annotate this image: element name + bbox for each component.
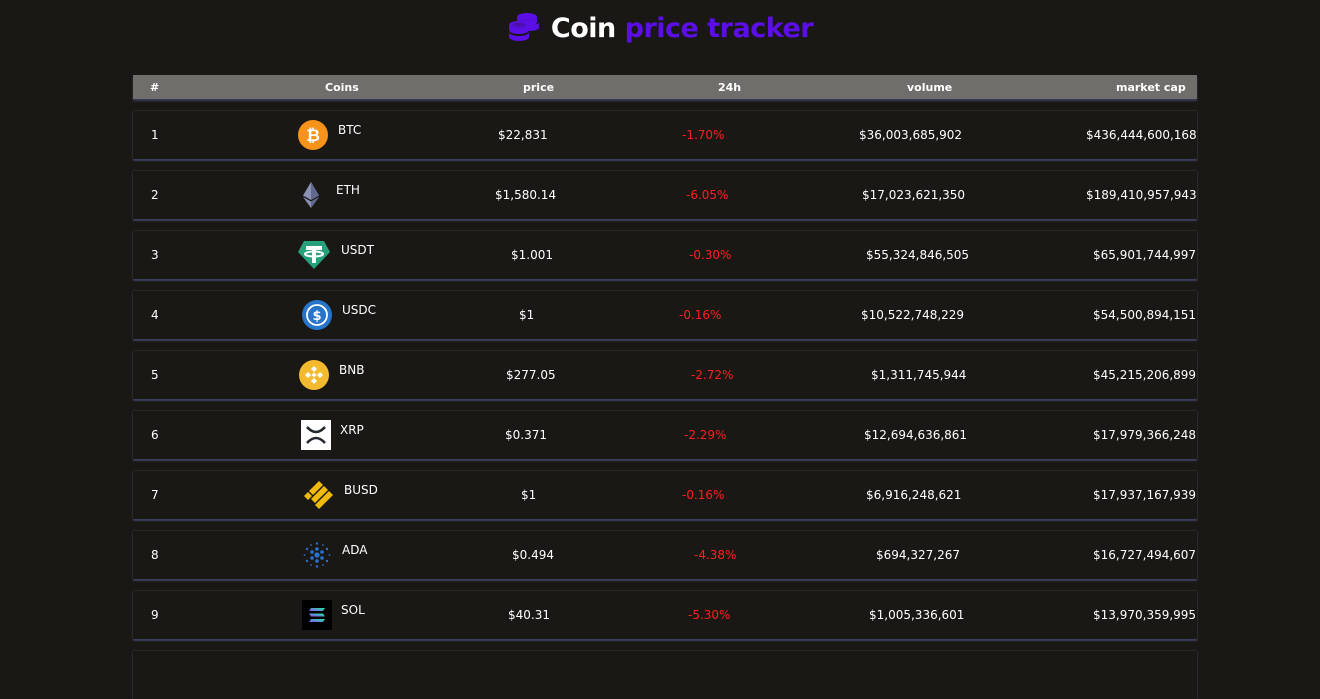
tether-icon: [298, 241, 330, 269]
usdc-icon: $: [302, 300, 332, 330]
coin-volume: $1,005,336,601: [869, 608, 965, 622]
coin-price: $1: [521, 488, 537, 502]
coin-price: $0.371: [505, 428, 547, 442]
coin-symbol: XRP: [340, 423, 364, 437]
coin-market-cap: $189,410,957,943: [1086, 188, 1197, 202]
title-price-tracker: price tracker: [624, 12, 814, 44]
coin-24h-change: -4.38%: [694, 548, 737, 562]
coin-price: $40.31: [508, 608, 550, 622]
rank: 7: [151, 488, 159, 502]
coin-market-cap: $45,215,206,899: [1093, 368, 1197, 382]
ethereum-icon: [303, 182, 319, 208]
column-header-coins: Coins: [325, 81, 359, 94]
coin-symbol: BUSD: [344, 483, 378, 497]
coin-24h-change: -0.16%: [682, 488, 725, 502]
coins-stack-icon: [508, 13, 539, 41]
coin-volume: $17,023,621,350: [862, 188, 966, 202]
coin-price: $1: [519, 308, 535, 322]
coin-volume: $1,311,745,944: [871, 368, 967, 382]
rank: 9: [151, 608, 159, 622]
coin-symbol: USDC: [342, 303, 377, 317]
coin-market-cap: $13,970,359,995: [1093, 608, 1197, 622]
table-row[interactable]: 1 ₿ BTC $22,831 -1.70% $36,003,685,902 $…: [133, 111, 1197, 159]
title-coin: Coin: [550, 12, 616, 44]
rank: 5: [151, 368, 159, 382]
cardano-icon: [303, 542, 331, 568]
coin-price: $1,580.14: [495, 188, 557, 202]
xrp-icon: [301, 420, 331, 450]
table-row[interactable]: 5 BNB $277.05 -2.72% $1,311,745,944 $45,…: [133, 351, 1197, 399]
coin-volume: $6,916,248,621: [866, 488, 962, 502]
coin-market-cap: $54,500,894,151: [1093, 308, 1197, 322]
solana-icon: [302, 600, 332, 630]
rank: 4: [151, 308, 159, 322]
coin-volume: $10,522,748,229: [861, 308, 965, 322]
coin-volume: $36,003,685,902: [859, 128, 963, 142]
column-header-24h: 24h: [718, 81, 742, 94]
column-header-rank: #: [150, 81, 160, 94]
coin-24h-change: -0.16%: [679, 308, 722, 322]
table-row[interactable]: 6 XRP $0.371 -2.29% $12,694,636,861 $17,…: [133, 411, 1197, 459]
coin-market-cap: $16,727,494,607: [1093, 548, 1197, 562]
coin-market-cap: $436,444,600,168: [1086, 128, 1197, 142]
table-row[interactable]: 8: [133, 531, 1197, 579]
rank: 3: [151, 248, 159, 262]
coin-price: $1.001: [511, 248, 553, 262]
coin-24h-change: -0.30%: [689, 248, 732, 262]
page-header: Coin price tracker: [0, 0, 1320, 56]
table-row[interactable]: 7 BUSD $1 -0.16% $6,916,248,621 $17,937,…: [133, 471, 1197, 519]
table-row[interactable]: 2 ETH $1,580.14 -6.05% $17,023,621,350 $…: [133, 171, 1197, 219]
table-row[interactable]: 3 USDT $1.001 -0.30% $55,324,846,505 $65…: [133, 231, 1197, 279]
coin-symbol: ADA: [342, 543, 368, 557]
column-header-price: price: [523, 81, 555, 94]
column-header-volume: volume: [907, 81, 953, 94]
coin-market-cap: $65,901,744,997: [1093, 248, 1197, 262]
coin-symbol: BTC: [338, 123, 362, 137]
svg-text:$: $: [312, 309, 321, 324]
coin-price: $277.05: [506, 368, 556, 382]
rank: 8: [151, 548, 159, 562]
rank: 2: [151, 188, 159, 202]
coin-volume: $694,327,267: [876, 548, 960, 562]
svg-text:₿: ₿: [306, 126, 320, 146]
page-title: Coin price tracker: [550, 12, 814, 44]
coin-symbol: USDT: [341, 243, 374, 257]
bnb-icon: [299, 360, 329, 390]
coin-24h-change: -2.72%: [691, 368, 734, 382]
coin-24h-change: -2.29%: [684, 428, 727, 442]
rank: 6: [151, 428, 159, 442]
coin-price: $22,831: [498, 128, 548, 142]
column-header-market-cap: market cap: [1116, 81, 1186, 94]
rank: 1: [151, 128, 159, 142]
coin-volume: $55,324,846,505: [866, 248, 970, 262]
busd-icon: [304, 481, 333, 509]
table-row[interactable]: 4 $ USDC $1 -0.16% $10,522,748,229 $54,5…: [133, 291, 1197, 339]
table-row[interactable]: [133, 651, 1197, 699]
bitcoin-icon: ₿: [298, 120, 328, 150]
coin-symbol: SOL: [341, 603, 365, 617]
coin-volume: $12,694,636,861: [864, 428, 968, 442]
coin-symbol: BNB: [339, 363, 365, 377]
coin-24h-change: -1.70%: [682, 128, 725, 142]
table-row[interactable]: 9 SOL $40.31 -5.30% $1,005,336,601 $13,9…: [133, 591, 1197, 639]
coin-market-cap: $17,979,366,248: [1093, 428, 1197, 442]
coin-24h-change: -5.30%: [688, 608, 731, 622]
coin-price: $0.494: [512, 548, 554, 562]
coin-market-cap: $17,937,167,939: [1093, 488, 1197, 502]
coin-24h-change: -6.05%: [686, 188, 729, 202]
coin-symbol: ETH: [336, 183, 360, 197]
table-header: # Coins price 24h volume market cap: [133, 75, 1197, 99]
